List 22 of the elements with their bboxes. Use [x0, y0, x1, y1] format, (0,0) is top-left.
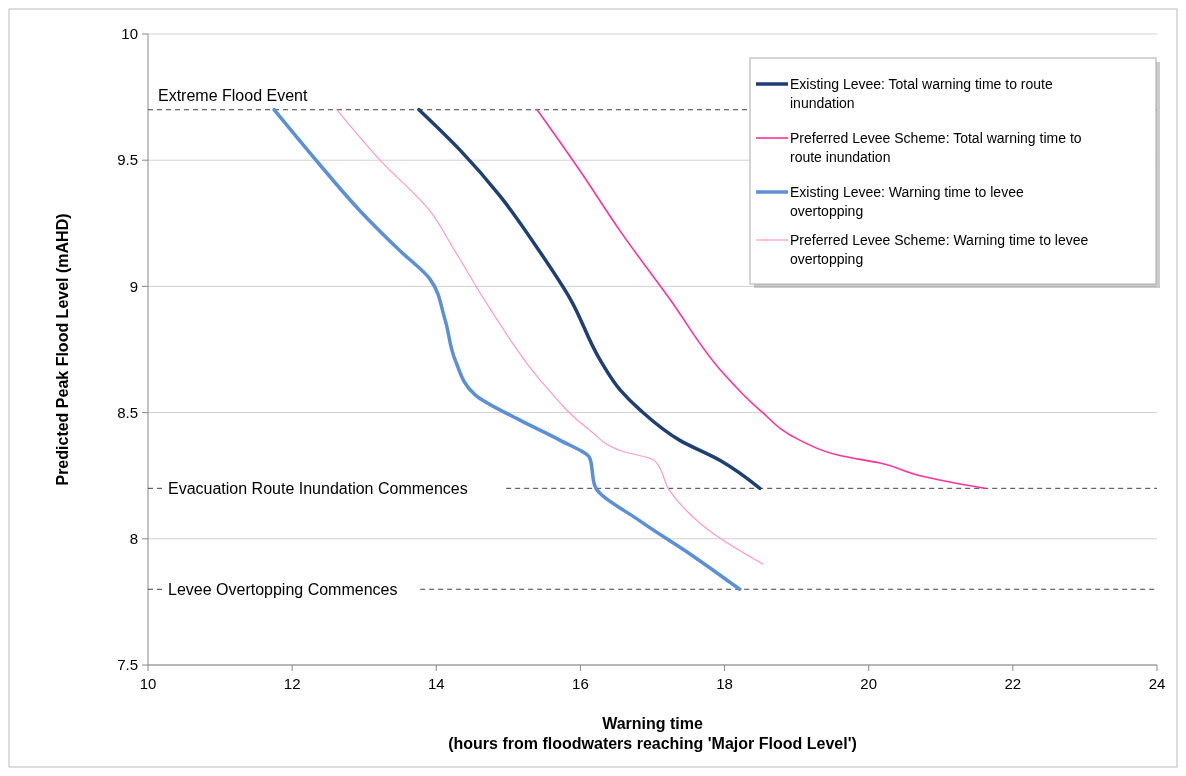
legend-label: Preferred Levee Scheme: Warning time to levee overtopping	[790, 232, 1089, 267]
y-tick-label: 10	[121, 25, 138, 43]
ref-line-label: Levee Overtopping Commences	[168, 580, 398, 598]
x-tick-label: 14	[427, 675, 445, 692]
y-tick-label: 9	[129, 277, 138, 295]
legend-label: Preferred Levee Scheme: Total warning time to route inundation	[790, 130, 1082, 165]
y-tick-label: 8	[129, 530, 138, 548]
x-tick-label: 16	[572, 675, 589, 692]
y-axis-title: Predicted Peak Flood Level (mAHD)	[54, 213, 71, 486]
legend-label: Existing Levee: Total warning time to route inundation	[790, 76, 1053, 111]
ref-line-label: Evacuation Route Inundation Commences	[168, 479, 468, 497]
x-tick-label: 18	[716, 675, 733, 692]
x-tick-label: 24	[1148, 675, 1166, 692]
legend-label: Existing Levee: Warning time to levee overtopping	[790, 184, 1024, 219]
x-tick-label: 12	[283, 675, 301, 692]
y-tick-label: 7.5	[117, 656, 138, 674]
x-tick-label: 20	[860, 675, 878, 692]
ref-line-label: Extreme Flood Event	[158, 86, 308, 104]
y-tick-label: 8.5	[117, 403, 138, 421]
x-tick-label: 22	[1004, 675, 1022, 692]
y-tick-label: 9.5	[117, 151, 138, 169]
x-axis-title: Warning time (hours from floodwaters reaching 'Major Flood Level')	[448, 715, 857, 752]
